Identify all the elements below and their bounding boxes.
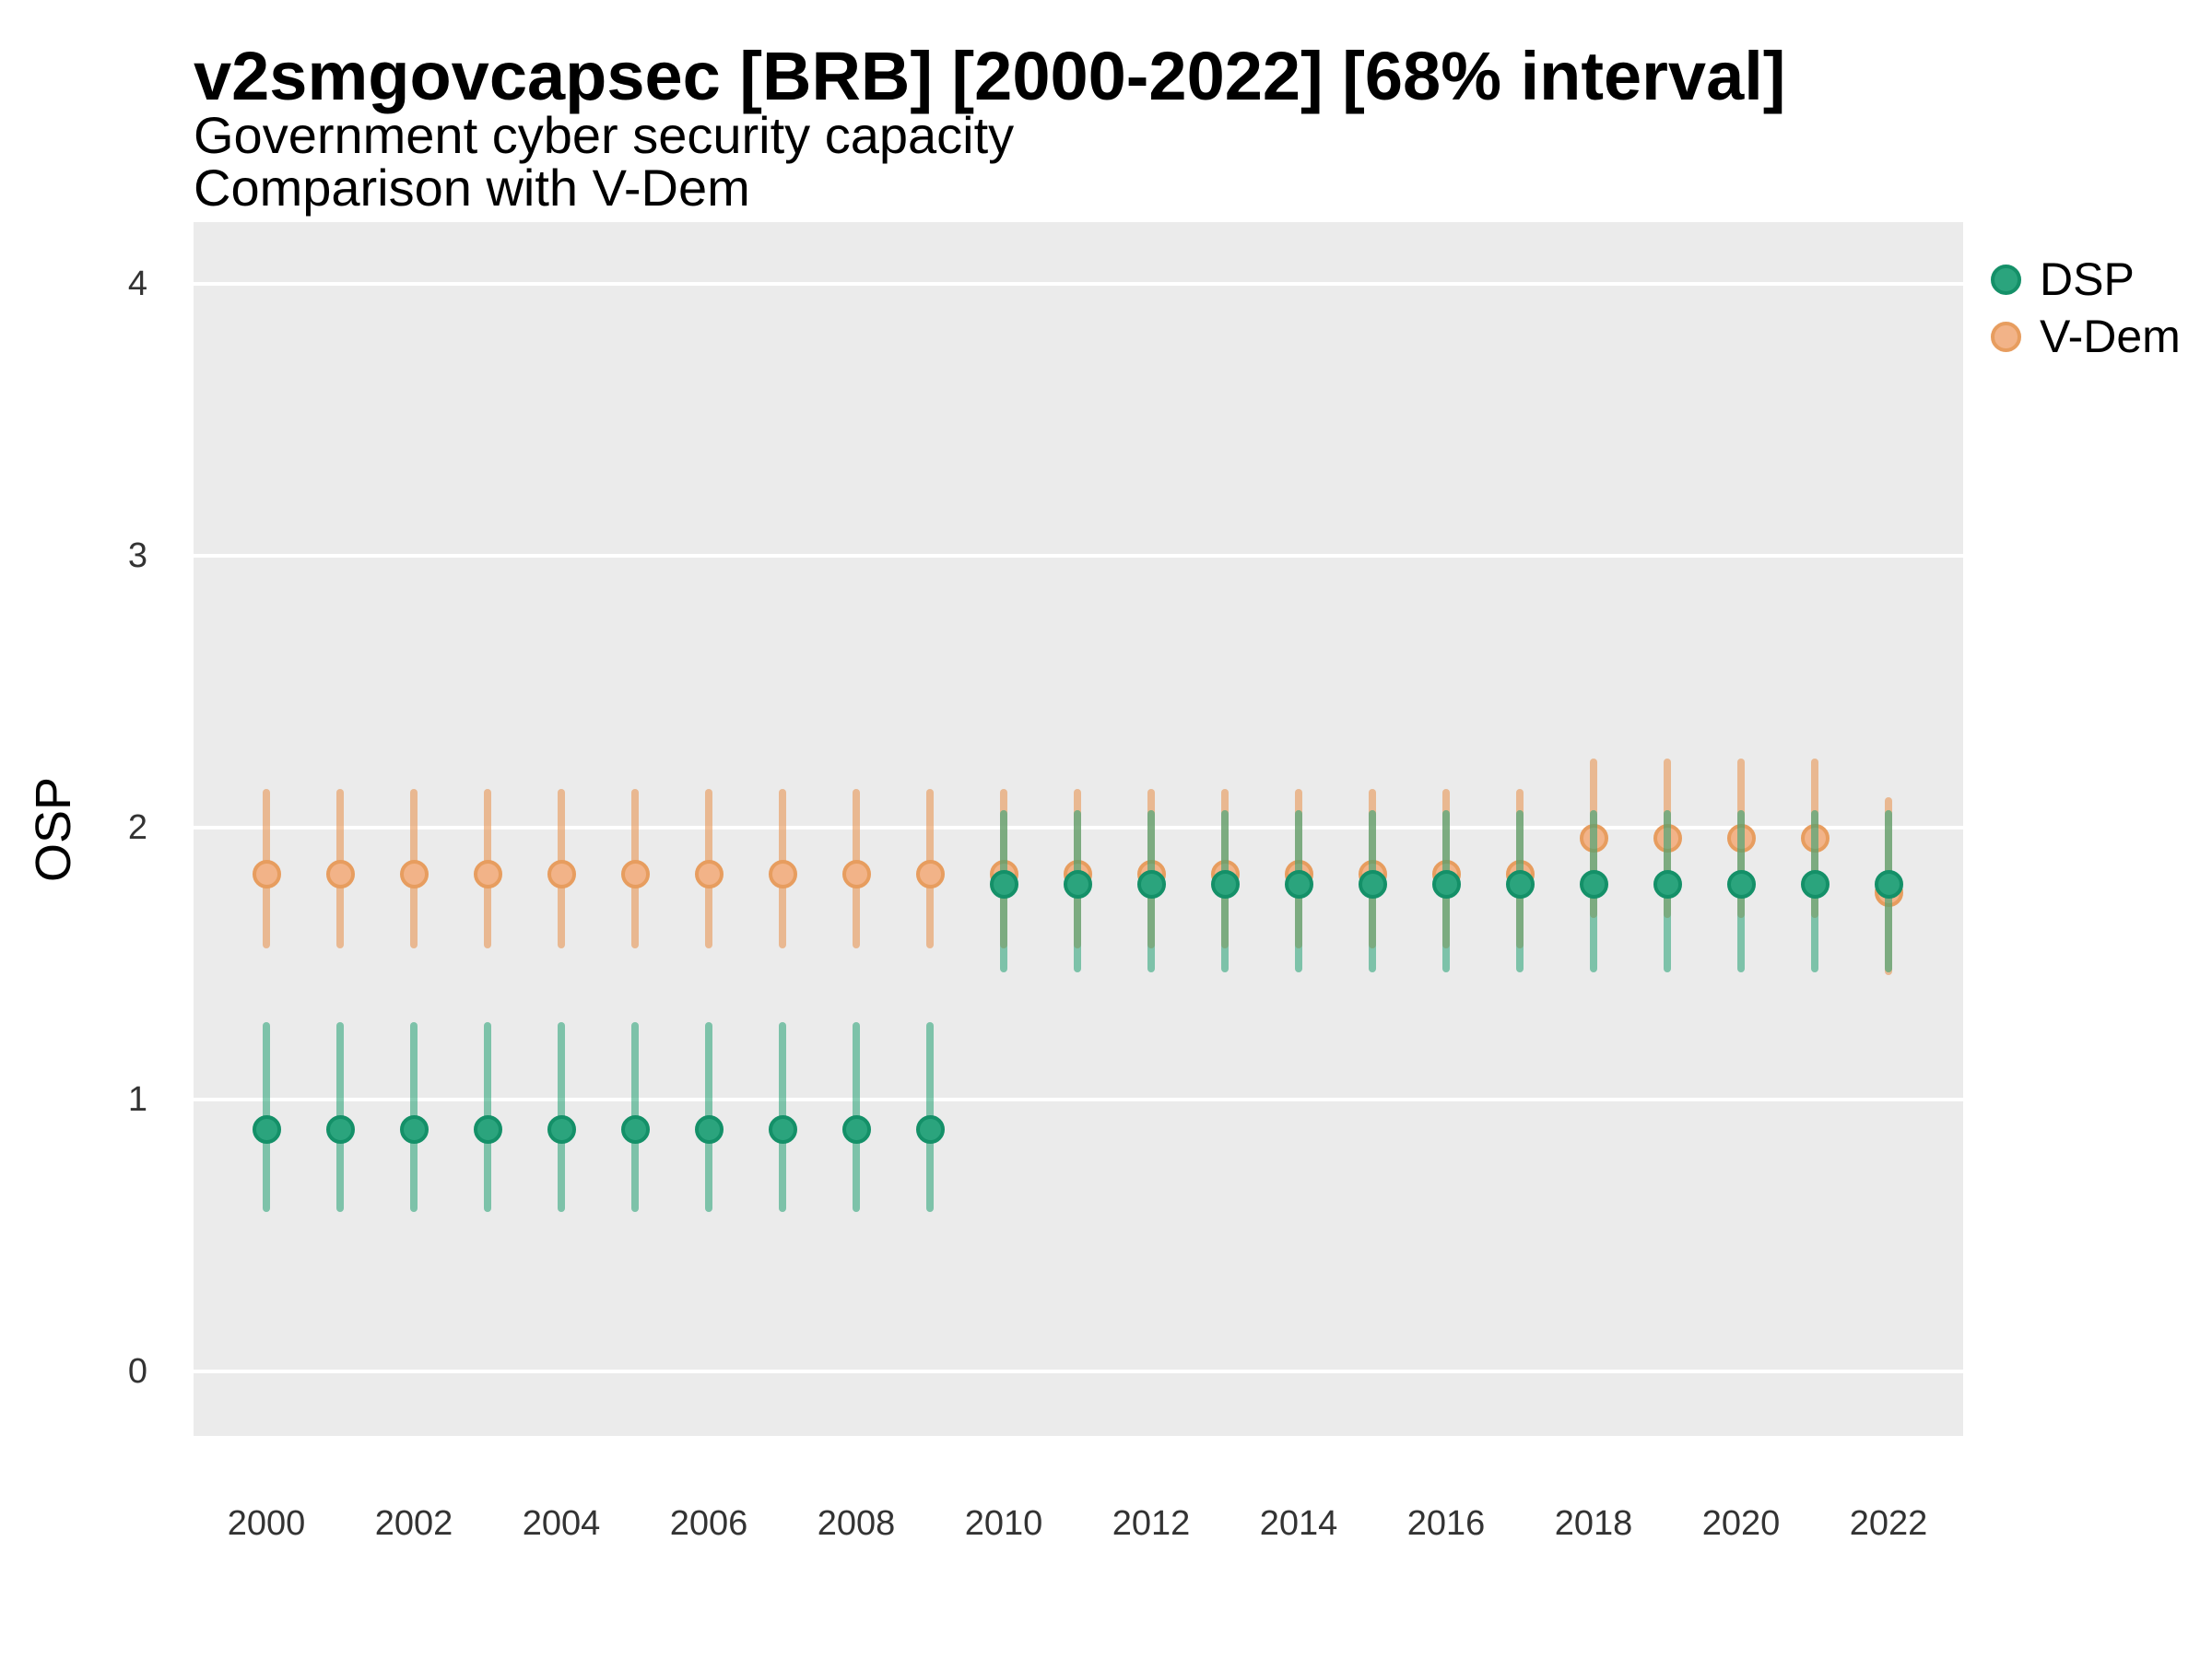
legend-item-dsp: DSP bbox=[1991, 251, 2181, 308]
x-tick-label-2004: 2004 bbox=[522, 1504, 601, 1543]
dsp-point bbox=[325, 1114, 355, 1144]
vdem-point bbox=[547, 859, 576, 888]
vdem-point bbox=[325, 859, 355, 888]
dsp-point bbox=[1505, 870, 1535, 900]
gridline-y-3 bbox=[194, 554, 1963, 558]
dsp-point bbox=[915, 1114, 945, 1144]
y-tick-label-1: 1 bbox=[127, 1080, 147, 1119]
vdem-point bbox=[841, 859, 871, 888]
x-tick-label-2016: 2016 bbox=[1406, 1504, 1486, 1543]
dsp-point bbox=[768, 1114, 797, 1144]
dsp-point bbox=[1284, 870, 1313, 900]
vdem-point bbox=[768, 859, 797, 888]
x-tick-label-2014: 2014 bbox=[1259, 1504, 1338, 1543]
vdem-point bbox=[252, 859, 281, 888]
dsp-point bbox=[1063, 870, 1092, 900]
plot-panel bbox=[194, 222, 1963, 1436]
dsp-point bbox=[547, 1114, 576, 1144]
gridline-y-0 bbox=[194, 1370, 1963, 1373]
dsp-point bbox=[399, 1114, 429, 1144]
chart-subtitle: Government cyber security capacity Compa… bbox=[194, 109, 1014, 214]
y-tick-label-0: 0 bbox=[127, 1352, 147, 1391]
y-tick-label-4: 4 bbox=[127, 265, 147, 303]
x-tick-label-2008: 2008 bbox=[817, 1504, 896, 1543]
gridline-y-1 bbox=[194, 1098, 1963, 1101]
gridline-y-4 bbox=[194, 282, 1963, 286]
legend-label-dsp: DSP bbox=[2040, 253, 2135, 305]
dsp-point bbox=[694, 1114, 724, 1144]
vdem-point bbox=[473, 859, 502, 888]
dsp-point bbox=[620, 1114, 650, 1144]
vdem-point bbox=[399, 859, 429, 888]
dsp-legend-dot-icon bbox=[1991, 264, 2021, 295]
legend-label-vdem: V-Dem bbox=[2040, 311, 2181, 362]
x-tick-label-2020: 2020 bbox=[1701, 1504, 1781, 1543]
x-tick-label-2006: 2006 bbox=[669, 1504, 748, 1543]
x-tick-label-2000: 2000 bbox=[227, 1504, 306, 1543]
dsp-point bbox=[1800, 870, 1830, 900]
subtitle-line-2: Comparison with V-Dem bbox=[194, 159, 750, 218]
subtitle-line-1: Government cyber security capacity bbox=[194, 106, 1015, 164]
x-tick-label-2022: 2022 bbox=[1849, 1504, 1928, 1543]
vdem-point bbox=[694, 859, 724, 888]
x-tick-label-2010: 2010 bbox=[964, 1504, 1043, 1543]
x-tick-label-2018: 2018 bbox=[1554, 1504, 1633, 1543]
dsp-point bbox=[1210, 870, 1240, 900]
y-tick-label-3: 3 bbox=[127, 536, 147, 575]
y-tick-label-2: 2 bbox=[127, 808, 147, 847]
x-tick-label-2012: 2012 bbox=[1112, 1504, 1191, 1543]
legend-item-vdem: V-Dem bbox=[1991, 308, 2181, 365]
dsp-point bbox=[1358, 870, 1387, 900]
dsp-point bbox=[841, 1114, 871, 1144]
dsp-point bbox=[1653, 870, 1682, 900]
dsp-point bbox=[473, 1114, 502, 1144]
vdem-legend-dot-icon bbox=[1991, 321, 2021, 352]
x-tick-label-2002: 2002 bbox=[374, 1504, 453, 1543]
dsp-point bbox=[1874, 870, 1903, 900]
dsp-point bbox=[1431, 870, 1461, 900]
chart-title: v2smgovcapsec [BRB] [2000-2022] [68% int… bbox=[194, 38, 1786, 114]
dsp-point bbox=[1726, 870, 1756, 900]
dsp-point bbox=[1136, 870, 1166, 900]
vdem-point bbox=[620, 859, 650, 888]
dsp-point bbox=[252, 1114, 281, 1144]
dsp-point bbox=[1579, 870, 1608, 900]
legend: DSP V-Dem bbox=[1991, 251, 2181, 365]
dsp-point bbox=[989, 870, 1018, 900]
vdem-point bbox=[915, 859, 945, 888]
